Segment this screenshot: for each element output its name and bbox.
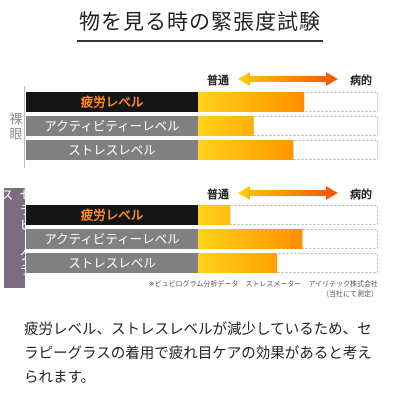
category-label: アクティビティーレベル xyxy=(44,232,179,247)
bar-track xyxy=(198,116,378,136)
bar-track xyxy=(198,205,378,225)
category-label-bg xyxy=(26,92,198,112)
page-title: 物を見る時の緊張度試験 xyxy=(77,6,323,42)
double-arrow-icon xyxy=(238,186,338,200)
bar xyxy=(198,116,254,136)
group-label-naked-eye: 裸眼 xyxy=(4,86,25,168)
category-label-bg xyxy=(26,205,198,225)
summary-text: 疲労レベル、ストレスレベルが減少しているため、セラピーグラスの着用で疲れ目ケアの… xyxy=(24,322,372,386)
footnote-measured: （当社にて測定） xyxy=(322,290,378,298)
scale-label-low: 普通 xyxy=(207,73,229,87)
scale-label-high: 病的 xyxy=(350,187,372,201)
scale-label-high: 病的 xyxy=(350,73,372,87)
category-label-bg xyxy=(26,140,198,160)
bar xyxy=(198,92,305,112)
bar-track xyxy=(198,253,378,273)
bar xyxy=(198,205,231,225)
category-label: ストレスレベル xyxy=(68,143,156,158)
category-label: 疲労レベル xyxy=(81,208,144,223)
bar xyxy=(198,140,294,160)
category-label-bg xyxy=(26,116,198,136)
bar xyxy=(198,229,303,249)
footnote-source: ※ビュピログラム分析データ ストレスメーター アイリテック株式会社 xyxy=(148,280,378,288)
scale-label-low: 普通 xyxy=(207,187,229,201)
category-label-bg xyxy=(26,253,198,273)
category-label: ストレスレベル xyxy=(68,256,156,271)
double-arrow-icon xyxy=(238,72,338,86)
category-label: 疲労レベル xyxy=(81,95,144,110)
category-label: アクティビティーレベル xyxy=(44,119,179,134)
title-container: 物を見る時の緊張度試験 xyxy=(0,6,400,42)
bar xyxy=(198,253,278,273)
category-label-bg xyxy=(26,229,198,249)
